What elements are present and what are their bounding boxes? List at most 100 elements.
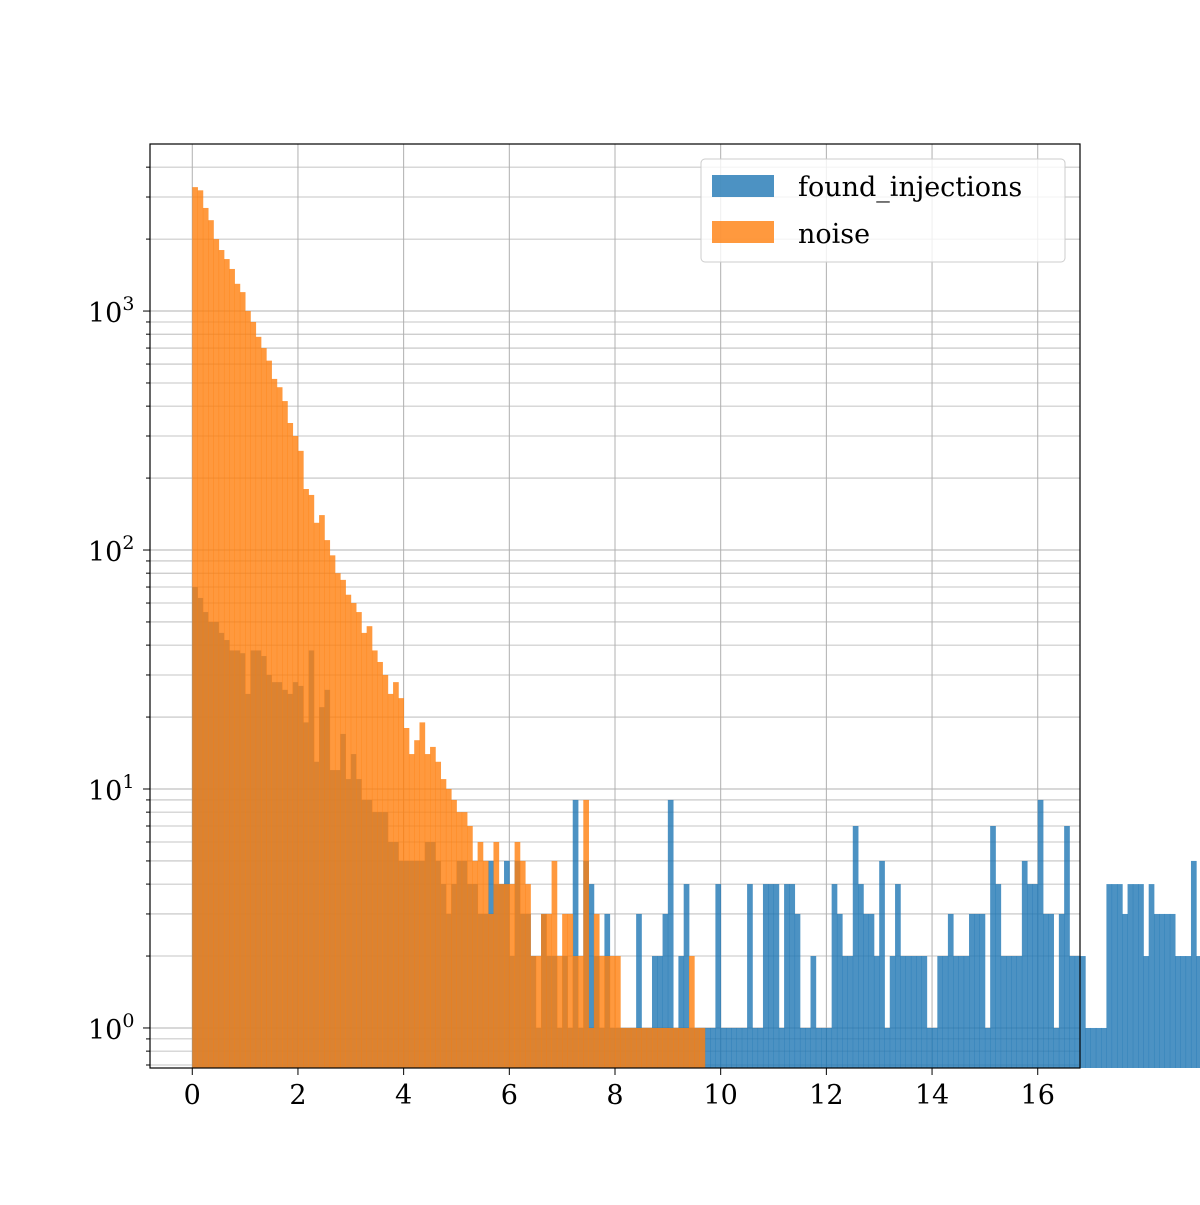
legend: found_injections noise [700, 158, 1066, 263]
bar [1169, 913, 1176, 1068]
bar [498, 884, 505, 1068]
y-tick-label: 103 [88, 293, 134, 329]
bar [1122, 913, 1128, 1068]
bar [202, 207, 209, 1068]
bar [630, 1027, 637, 1068]
bar [340, 579, 346, 1068]
bar [297, 450, 304, 1069]
bar [467, 826, 473, 1068]
bar [525, 884, 531, 1068]
bar [324, 540, 331, 1068]
bar [234, 283, 241, 1068]
bar [768, 884, 774, 1068]
bar [1016, 956, 1023, 1068]
bar [260, 348, 267, 1068]
bar [493, 842, 500, 1068]
bar [1074, 956, 1081, 1068]
bar [1048, 913, 1054, 1068]
bar [609, 956, 616, 1068]
bar [720, 1027, 727, 1068]
bar [1085, 1027, 1091, 1068]
bar [747, 884, 753, 1068]
bar [445, 789, 452, 1068]
bar [884, 1027, 891, 1068]
bar [1011, 956, 1017, 1068]
bar [1101, 1027, 1107, 1068]
bar [947, 913, 954, 1068]
bar [377, 661, 383, 1068]
bar [593, 913, 600, 1068]
bar [588, 884, 595, 1068]
bar [1058, 913, 1065, 1068]
bar [1196, 956, 1200, 1068]
bar [704, 1027, 711, 1068]
bar [1153, 913, 1160, 1068]
bar [583, 799, 589, 1068]
bar [858, 884, 864, 1068]
bar [762, 884, 769, 1068]
x-tick-label: 2 [289, 1080, 306, 1111]
bar [905, 956, 912, 1068]
x-tick-label: 4 [395, 1080, 412, 1111]
bar [482, 860, 489, 1068]
bar [604, 956, 611, 1068]
y-tick-label: 100 [88, 1010, 134, 1046]
bar [588, 1027, 595, 1068]
bar [451, 799, 457, 1068]
bar [916, 956, 922, 1068]
bar [651, 1027, 658, 1068]
bar [371, 650, 378, 1068]
bar [1095, 1027, 1102, 1068]
bar [831, 884, 838, 1068]
bar [921, 956, 928, 1068]
bar [1037, 799, 1044, 1068]
bar [250, 321, 257, 1069]
bar [942, 956, 949, 1068]
bar [879, 860, 885, 1068]
bar [535, 956, 542, 1068]
legend-label-noise: noise [798, 219, 870, 250]
bar [863, 913, 870, 1068]
bar [1043, 913, 1049, 1068]
bar [287, 423, 294, 1068]
bar [546, 913, 552, 1068]
bar [969, 913, 975, 1068]
bar [197, 190, 204, 1068]
bar [678, 956, 685, 1068]
bars [192, 187, 1200, 1069]
bar [345, 594, 352, 1068]
bar [1132, 884, 1139, 1068]
bar [509, 884, 515, 1068]
bar [641, 1027, 648, 1068]
bar [984, 1027, 991, 1068]
bar [725, 1027, 732, 1068]
bar [218, 250, 225, 1068]
bar [736, 1027, 743, 1068]
bar [662, 913, 669, 1068]
bar [319, 515, 325, 1068]
bar [472, 860, 479, 1068]
bar [456, 812, 463, 1068]
bar [678, 1027, 685, 1068]
bar [646, 1027, 653, 1068]
y-tick-label: 102 [88, 532, 134, 568]
bar [255, 336, 262, 1069]
bar [403, 727, 410, 1068]
bar [572, 956, 579, 1068]
bar [1080, 956, 1086, 1068]
bar [895, 884, 901, 1068]
legend-box [700, 158, 1066, 263]
bar [953, 956, 959, 1068]
x-tick-label: 0 [184, 1080, 201, 1111]
bar [514, 842, 521, 1068]
bar [625, 1027, 632, 1068]
bar [1180, 956, 1187, 1068]
bar [1164, 913, 1171, 1068]
bar [551, 860, 558, 1068]
bar [662, 1027, 669, 1068]
bar [741, 1027, 748, 1068]
bar [1175, 956, 1181, 1068]
bar [710, 1027, 716, 1068]
